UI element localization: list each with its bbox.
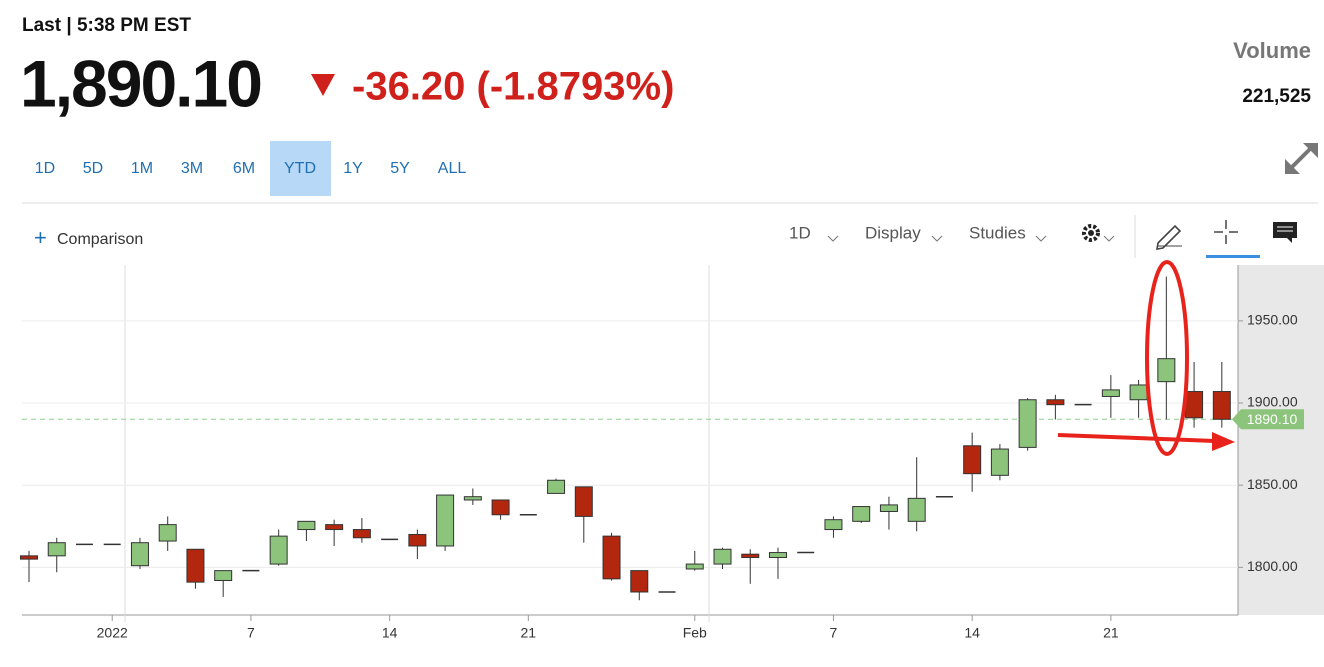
annotation-ellipse bbox=[1145, 260, 1189, 456]
x-tick-label: 21 bbox=[521, 625, 537, 641]
candle-body bbox=[47, 542, 66, 557]
y-tick-label: 1950.00 bbox=[1247, 312, 1298, 328]
candle-body bbox=[1018, 399, 1037, 448]
range-button[interactable]: 3M bbox=[181, 160, 203, 177]
annotation-arrow bbox=[1057, 433, 1216, 443]
candle-body bbox=[20, 555, 38, 560]
change: -36.20 (-1.8793%) bbox=[352, 65, 674, 109]
studies-button[interactable]: Studies bbox=[969, 223, 1026, 242]
last-price-label: 1890.10 bbox=[1247, 411, 1298, 427]
candle-body bbox=[436, 494, 455, 547]
x-tick-label: 7 bbox=[247, 625, 255, 641]
x-tick-label: 7 bbox=[830, 625, 838, 641]
candle-body bbox=[907, 497, 926, 522]
plot: 1800.00 1850.00 1900.00 1950.00 2022 7 14 21 Feb… bbox=[20, 276, 1304, 641]
settings-icon[interactable] bbox=[1082, 224, 1115, 242]
y-tick-label: 1850.00 bbox=[1247, 476, 1298, 492]
x-tick-label: 14 bbox=[964, 625, 980, 641]
last-price-tag bbox=[1232, 409, 1304, 430]
candle-body bbox=[297, 520, 316, 531]
candle-body bbox=[879, 504, 898, 512]
down-triangle bbox=[311, 74, 335, 96]
range-button[interactable]: 5Y bbox=[390, 160, 410, 177]
candle-body bbox=[713, 548, 732, 565]
candle-body bbox=[325, 524, 344, 531]
range-button[interactable]: 1M bbox=[131, 160, 153, 177]
active-tool-underline bbox=[1206, 255, 1260, 258]
candle-body bbox=[768, 552, 787, 558]
candle-body bbox=[1101, 389, 1120, 397]
chevron bbox=[931, 235, 943, 242]
chevron bbox=[1035, 235, 1047, 242]
price-axis-panel bbox=[1238, 265, 1324, 615]
crosshair-icon[interactable] bbox=[1214, 220, 1238, 244]
candle-body bbox=[824, 519, 843, 531]
candle-body bbox=[130, 542, 149, 567]
candle-body bbox=[1129, 384, 1148, 401]
candle-body bbox=[963, 445, 982, 475]
candle-body bbox=[408, 533, 427, 547]
candle-body bbox=[269, 535, 288, 565]
candle-body bbox=[741, 553, 760, 558]
candle-body bbox=[1046, 399, 1065, 406]
candle-body bbox=[1185, 391, 1204, 419]
range-highlight bbox=[270, 141, 331, 196]
candle-body bbox=[547, 479, 566, 494]
candle-body bbox=[685, 563, 704, 570]
candle-body bbox=[630, 570, 649, 593]
range-button[interactable]: 1D bbox=[35, 160, 55, 177]
range-button[interactable]: YTD bbox=[284, 160, 316, 177]
x-tick-label: 14 bbox=[382, 625, 398, 641]
candle-body bbox=[463, 496, 482, 501]
x-tick-label: 21 bbox=[1103, 625, 1119, 641]
candle-body bbox=[1212, 391, 1231, 420]
draw-icon[interactable] bbox=[1156, 224, 1182, 250]
chevron bbox=[827, 235, 839, 242]
volume: 221,525 bbox=[1242, 86, 1311, 107]
volume-label: Volume bbox=[1233, 38, 1311, 63]
candle-body bbox=[574, 486, 593, 517]
comparison-button[interactable]: Comparison bbox=[57, 231, 143, 248]
candle-body bbox=[158, 524, 177, 542]
range-button[interactable]: 1Y bbox=[343, 160, 363, 177]
plus-icon[interactable]: + bbox=[34, 225, 47, 250]
comment-icon[interactable] bbox=[1273, 222, 1297, 243]
price: 1,890.10 bbox=[20, 46, 261, 120]
x-tick-label: 2022 bbox=[97, 625, 128, 641]
range-button[interactable]: 5D bbox=[83, 160, 103, 177]
candle-body bbox=[602, 535, 621, 580]
interval-button[interactable]: 1D bbox=[789, 223, 811, 242]
y-tick-label: 1900.00 bbox=[1247, 394, 1298, 410]
candle-body bbox=[352, 529, 371, 539]
annotation-arrowhead bbox=[1212, 432, 1235, 451]
candle-body bbox=[990, 448, 1009, 476]
candle-body bbox=[491, 499, 510, 516]
range-button[interactable]: 6M bbox=[233, 160, 255, 177]
last-label: Last | 5:38 PM EST bbox=[22, 15, 191, 36]
candle-body bbox=[214, 570, 233, 581]
x-tick-label: Feb bbox=[683, 625, 707, 641]
y-tick-label: 1800.00 bbox=[1247, 558, 1298, 574]
candle-body bbox=[1157, 358, 1176, 383]
range-button[interactable]: ALL bbox=[438, 160, 467, 177]
range-bar: 1D 5D 1M 3M 6M YTD 1Y 5Y ALL bbox=[35, 141, 467, 196]
expand-icon[interactable] bbox=[1285, 143, 1318, 174]
candle-body bbox=[186, 548, 205, 583]
display-button[interactable]: Display bbox=[865, 223, 921, 242]
candle-body bbox=[852, 506, 871, 522]
